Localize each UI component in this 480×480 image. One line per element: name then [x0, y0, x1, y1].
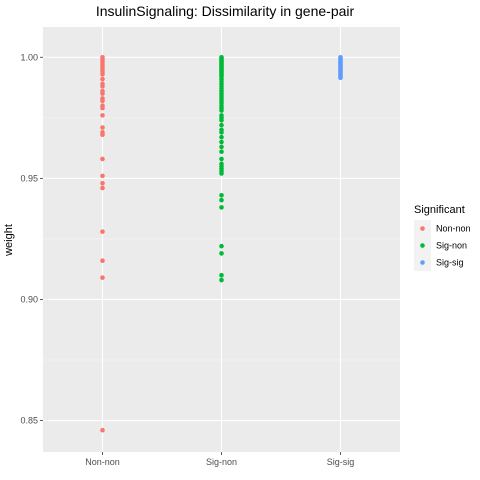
- data-point: [219, 272, 224, 278]
- y-tick-label: 0.85: [20, 416, 38, 426]
- x-tick-label: Non-non: [85, 457, 120, 467]
- legend-title: Significant: [414, 204, 465, 216]
- y-tick-label: 0.95: [20, 173, 38, 183]
- data-point: [100, 125, 105, 130]
- y-tick-label: 0.90: [20, 294, 38, 304]
- data-point: [219, 134, 224, 140]
- legend-label: Sig-sig: [436, 258, 464, 268]
- data-point: [100, 275, 105, 280]
- x-tick-label: Sig-non: [206, 457, 237, 467]
- data-point: [219, 130, 224, 135]
- data-point: [219, 277, 224, 283]
- data-point: [219, 251, 224, 256]
- data-point: [100, 76, 105, 82]
- data-point: [219, 139, 224, 145]
- data-point: [100, 156, 105, 162]
- x-tick-label: Sig-sig: [327, 457, 355, 467]
- data-point: [100, 229, 105, 234]
- data-point: [100, 71, 105, 77]
- legend-entries: Non-non Sig-non Sig-sig: [414, 220, 471, 271]
- chart-title: InsulinSignaling: Dissimilarity in gene-…: [96, 3, 355, 19]
- data-point: [338, 75, 343, 81]
- legend-label: Non-non: [436, 224, 471, 234]
- y-axis-ticks: 0.85 0.90 0.95 1.00: [20, 52, 43, 426]
- data-point: [100, 105, 105, 111]
- data-point: [219, 122, 224, 128]
- data-point: [100, 258, 105, 263]
- legend-label: Sig-non: [436, 241, 467, 251]
- data-point: [100, 173, 105, 179]
- data-point: [219, 197, 224, 203]
- data-point: [219, 205, 224, 210]
- y-tick-label: 1.00: [20, 52, 38, 62]
- data-point: [219, 117, 224, 123]
- data-point: [100, 113, 105, 118]
- data-point: [100, 98, 105, 104]
- data-point: [219, 144, 224, 150]
- data-point: [100, 427, 105, 433]
- legend-key-point: [420, 243, 425, 248]
- data-point: [219, 149, 224, 155]
- data-point: [219, 108, 224, 113]
- y-axis-title: weight: [3, 224, 15, 257]
- data-point: [219, 193, 224, 198]
- data-point: [100, 180, 105, 186]
- data-point: [219, 243, 224, 249]
- data-point: [219, 156, 224, 162]
- data-point: [100, 91, 105, 96]
- legend: Significant Non-non Sig-non Sig-sig: [414, 204, 471, 271]
- data-point: [100, 132, 105, 138]
- x-axis-ticks: Non-non Sig-non Sig-sig: [85, 452, 354, 467]
- data-points: [100, 54, 343, 433]
- legend-key-point: [420, 260, 425, 265]
- data-point: [100, 185, 105, 191]
- legend-key-point: [420, 226, 425, 231]
- data-point: [100, 84, 105, 89]
- data-point: [219, 171, 224, 176]
